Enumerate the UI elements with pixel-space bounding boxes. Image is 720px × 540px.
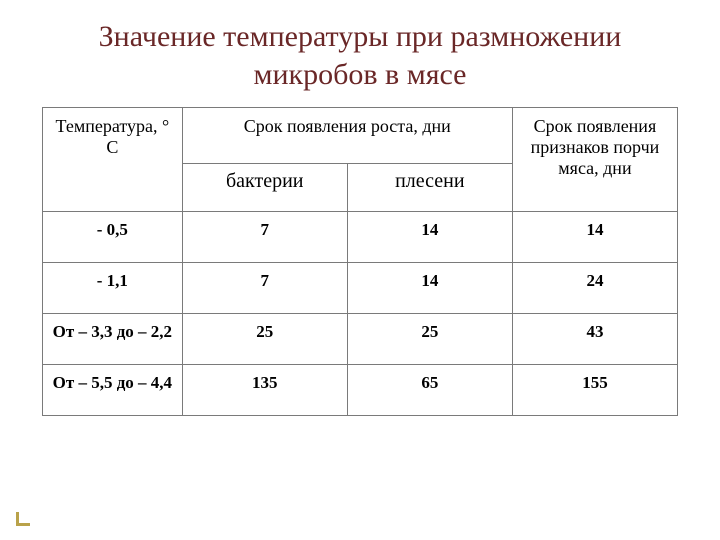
cell-spoilage: 14 [512,212,677,263]
table-row: - 1,1 7 14 24 [43,263,678,314]
table-row: От – 3,3 до – 2,2 25 25 43 [43,314,678,365]
cell-temp: От – 5,5 до – 4,4 [43,365,183,416]
cell-mold: 14 [347,263,512,314]
cell-temp: От – 3,3 до – 2,2 [43,314,183,365]
th-growth-group: Срок появления роста, дни [182,108,512,164]
th-mold: плесени [347,164,512,212]
cell-spoilage: 24 [512,263,677,314]
cell-bacteria: 7 [182,263,347,314]
th-spoilage: Срок появления признаков порчи мяса, дни [512,108,677,212]
cell-mold: 65 [347,365,512,416]
cell-spoilage: 43 [512,314,677,365]
table-row: - 0,5 7 14 14 [43,212,678,263]
data-table: Температура, ° С Срок появления роста, д… [42,107,678,416]
th-bacteria: бактерии [182,164,347,212]
corner-decoration-icon [16,512,30,526]
cell-mold: 25 [347,314,512,365]
cell-bacteria: 25 [182,314,347,365]
th-temperature: Температура, ° С [43,108,183,212]
cell-bacteria: 135 [182,365,347,416]
cell-mold: 14 [347,212,512,263]
cell-bacteria: 7 [182,212,347,263]
table-head: Температура, ° С Срок появления роста, д… [43,108,678,212]
cell-spoilage: 155 [512,365,677,416]
cell-temp: - 0,5 [43,212,183,263]
table-row: От – 5,5 до – 4,4 135 65 155 [43,365,678,416]
cell-temp: - 1,1 [43,263,183,314]
slide-container: Значение температуры при размножении мик… [0,0,720,540]
table-body: - 0,5 7 14 14 - 1,1 7 14 24 От – 3,3 до … [43,212,678,416]
slide-title: Значение температуры при размножении мик… [42,18,678,93]
